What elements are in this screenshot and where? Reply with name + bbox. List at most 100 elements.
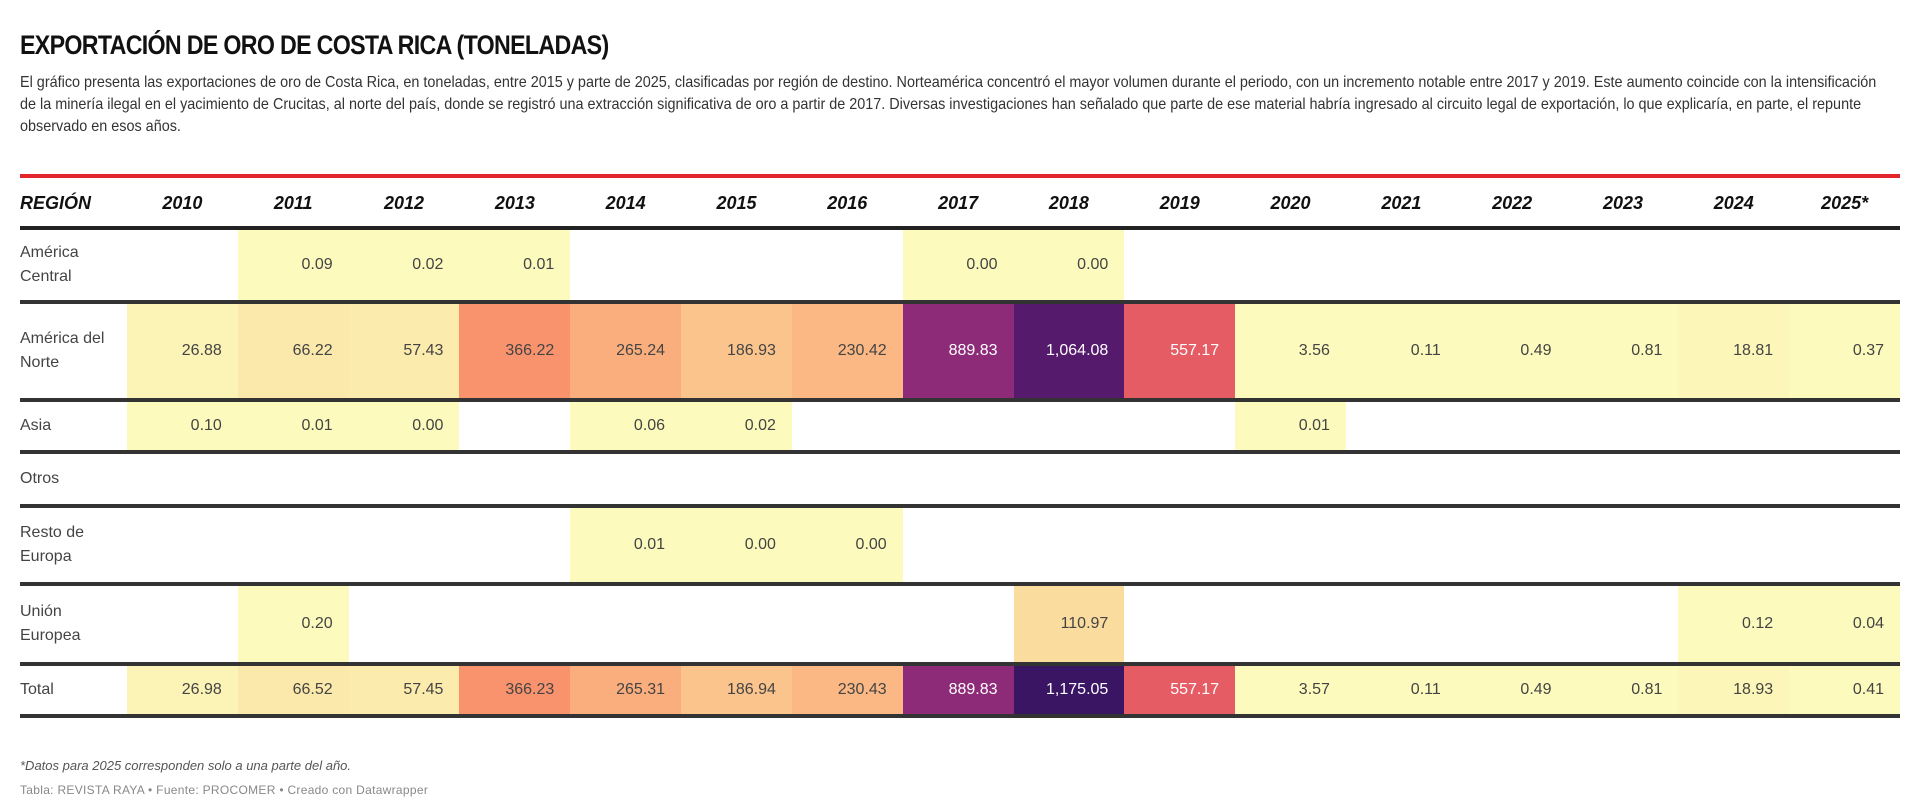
heatmap-cell: [1789, 506, 1900, 586]
heatmap-cell: 0.06: [570, 400, 682, 454]
heatmap-cell: 57.43: [348, 302, 460, 402]
heatmap-cell: [902, 506, 1014, 586]
row-label: Total: [20, 664, 127, 718]
heatmap-cell: [1345, 400, 1457, 454]
heatmap-cell: 0.49: [1456, 664, 1568, 718]
heatmap-cell: [1456, 584, 1568, 666]
heatmap-cell: 0.49: [1456, 302, 1568, 402]
table-row: América Central 0.09 0.02 0.01 0.00 0.00: [20, 228, 1900, 304]
heatmap-cell: [1124, 584, 1236, 666]
heatmap-cell: [1124, 506, 1236, 586]
heatmap-cell: [1678, 452, 1790, 508]
column-header-2022: 2022: [1456, 180, 1568, 230]
heatmap-cell: [570, 452, 682, 508]
heatmap-cell: 0.37: [1789, 302, 1900, 402]
heatmap-cell: [570, 228, 682, 304]
heatmap-cell: 0.11: [1345, 302, 1457, 402]
heatmap-cell: 0.00: [1013, 228, 1125, 304]
heatmap-cell: 26.98: [127, 664, 238, 718]
heatmap-cell: [570, 584, 682, 666]
column-header-2021: 2021: [1345, 180, 1457, 230]
heatmap-cell: [1235, 506, 1346, 586]
heatmap-cell: [1678, 506, 1790, 586]
heatmap-cell: [902, 452, 1014, 508]
heatmap-cell: 66.22: [237, 302, 349, 402]
table-row: Total 26.98 66.52 57.45 366.23 265.31 186.94 23…: [20, 664, 1900, 718]
heatmap-cell: 0.20: [237, 584, 349, 666]
heatmap-cell: [791, 452, 903, 508]
heatmap-cell: [1456, 452, 1568, 508]
heatmap-cell: [1235, 228, 1346, 304]
heatmap-cell: [127, 506, 238, 586]
heatmap-cell: 0.81: [1567, 664, 1679, 718]
header-row: REGIÓN 2010 2011 2012 2013 2014 2015 2016 2017 2…: [20, 180, 1900, 230]
chart-title: EXPORTACIÓN DE ORO DE COSTA RICA (TONELA…: [20, 30, 609, 60]
heatmap-cell: [791, 584, 903, 666]
heatmap-cell: [1678, 228, 1790, 304]
heatmap-cell: 0.00: [681, 506, 792, 586]
heatmap-cell: 366.23: [459, 664, 571, 718]
chart-description: El gráfico presenta las exportaciones de…: [20, 74, 1877, 135]
column-header-2023: 2023: [1567, 180, 1679, 230]
heatmap-cell: 110.97: [1013, 584, 1125, 666]
heatmap-cell: [1456, 506, 1568, 586]
heatmap-cell: [1345, 228, 1457, 304]
heatmap-cell: [348, 452, 460, 508]
column-header-2016: 2016: [791, 180, 903, 230]
heatmap-cell: [1124, 400, 1236, 454]
column-header-2012: 2012: [348, 180, 460, 230]
heatmap-cell: 0.41: [1789, 664, 1900, 718]
heatmap-cell: 0.01: [570, 506, 682, 586]
heatmap-cell: [1678, 400, 1790, 454]
heatmap-cell: 557.17: [1124, 302, 1236, 402]
column-header-2015: 2015: [681, 180, 792, 230]
heatmap-cell: [1567, 506, 1679, 586]
heatmap-cell: [1456, 228, 1568, 304]
heatmap-cell: [1235, 452, 1346, 508]
heatmap-cell: [681, 228, 792, 304]
row-label: Asia: [20, 400, 127, 454]
heatmap-cell: 0.04: [1789, 584, 1900, 666]
heatmap-cell: [1345, 452, 1457, 508]
heatmap-cell: [1013, 452, 1125, 508]
heatmap-cell: [237, 506, 349, 586]
heatmap-cell: 3.56: [1235, 302, 1346, 402]
heatmap-cell: 889.83: [902, 302, 1014, 402]
heatmap-cell: 366.22: [459, 302, 571, 402]
table-row: Asia 0.10 0.01 0.00 0.06 0.02 0.01: [20, 400, 1900, 454]
heatmap-cell: 0.10: [127, 400, 238, 454]
heatmap-cell: [1345, 506, 1457, 586]
heatmap-cell: 3.57: [1235, 664, 1346, 718]
heatmap-cell: 186.93: [681, 302, 792, 402]
heatmap-cell: 18.93: [1678, 664, 1790, 718]
heatmap-cell: 0.02: [681, 400, 792, 454]
heatmap-cell: [348, 584, 460, 666]
heatmap-cell: [791, 400, 903, 454]
heatmap-cell: 1,175.05: [1013, 664, 1125, 718]
heatmap-cell: 0.01: [459, 228, 571, 304]
heatmap-cell: 0.01: [237, 400, 349, 454]
heatmap-cell: [681, 584, 792, 666]
heatmap-cell: [1567, 400, 1679, 454]
heatmap-cell: 230.43: [791, 664, 903, 718]
heatmap-cell: 0.00: [902, 228, 1014, 304]
heatmap-cell: [791, 228, 903, 304]
heatmap-cell: 0.09: [237, 228, 349, 304]
heatmap-cell: 18.81: [1678, 302, 1790, 402]
column-header-2013: 2013: [459, 180, 571, 230]
heatmap-cell: [348, 506, 460, 586]
heatmap-cell: 26.88: [127, 302, 238, 402]
heatmap-cell: [1567, 584, 1679, 666]
heatmap-cell: [127, 452, 238, 508]
column-header-2025: 2025*: [1789, 180, 1900, 230]
heatmap-cell: [459, 584, 571, 666]
heatmap-cell: [1567, 228, 1679, 304]
heatmap-cell: 889.83: [902, 664, 1014, 718]
heatmap-cell: [1789, 452, 1900, 508]
column-header-2019: 2019: [1124, 180, 1236, 230]
heatmap-cell: [459, 506, 571, 586]
heatmap-cell: [237, 452, 349, 508]
heatmap-cell: 0.01: [1235, 400, 1346, 454]
heatmap-table: REGIÓN 2010 2011 2012 2013 2014 2015 2016 2017 2…: [20, 180, 1900, 718]
table-row: Unión Europea 0.20 110.97 0.12 0.04: [20, 584, 1900, 666]
